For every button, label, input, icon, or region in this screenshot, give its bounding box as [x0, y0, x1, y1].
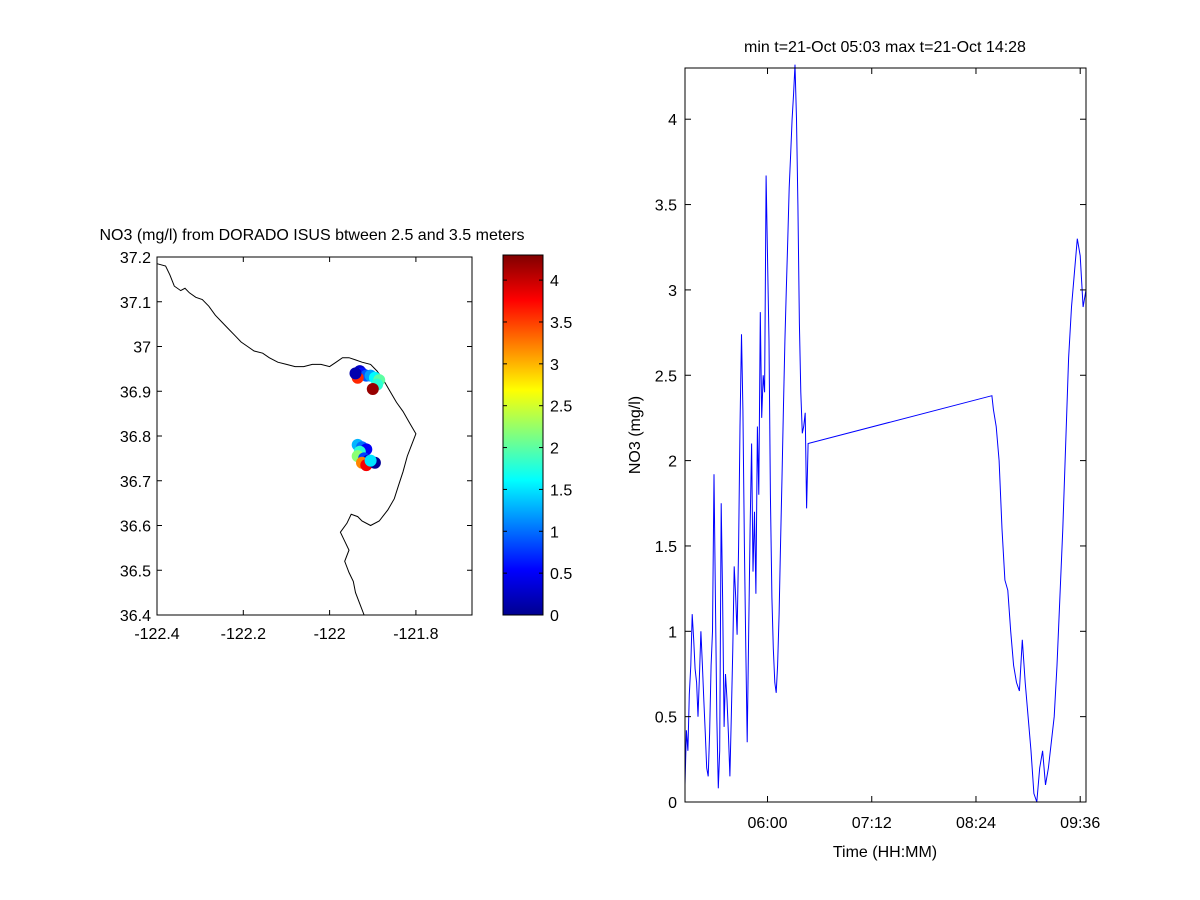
timeseries-y-tick-label: 2.5	[655, 368, 677, 385]
timeseries-y-tick-label: 1.5	[655, 539, 677, 556]
map-x-tick-label: -121.8	[393, 626, 438, 643]
colorbar-tick-label: 3	[550, 357, 559, 374]
timeseries-x-tick-label: 09:36	[1060, 815, 1100, 832]
timeseries-title: min t=21-Oct 05:03 max t=21-Oct 14:28	[744, 39, 1026, 56]
map-y-tick-label: 36.9	[120, 384, 151, 401]
map-y-tick-label: 37.2	[120, 250, 151, 267]
colorbar: 0 0.5 1 1.5 2 2.5 3 3.5 4	[502, 254, 572, 625]
colorbar-gradient	[502, 254, 544, 616]
map-point-7	[366, 383, 379, 395]
timeseries-y-tick-label: 1	[668, 624, 677, 641]
map-plot-area	[156, 263, 417, 616]
timeseries-y-tick-label: 2	[668, 454, 677, 471]
map-y-axis: 36.4 36.5 36.6 36.7 36.8 36.9 37 37.1 37.2	[120, 250, 472, 625]
colorbar-tick-label: 1.5	[550, 482, 572, 499]
timeseries-y-axis: 0 0.5 1 1.5 2 2.5 3 3.5 4	[655, 112, 1086, 812]
colorbar-tick-label: 2.5	[550, 399, 572, 416]
map-x-tick-label: -122	[314, 626, 346, 643]
colorbar-tick-label: 0	[550, 608, 559, 625]
map-point-9	[349, 367, 362, 380]
map-point-20	[364, 454, 377, 467]
colorbar-tick-label: 3.5	[550, 315, 572, 332]
map-x-tick-label: -122.2	[221, 626, 266, 643]
map-y-tick-label: 37	[133, 340, 151, 357]
timeseries-y-tick-label: 0.5	[655, 710, 677, 727]
map-x-tick-label: -122.4	[134, 626, 179, 643]
timeseries-xlabel: Time (HH:MM)	[833, 844, 937, 861]
map-y-tick-label: 36.4	[120, 608, 151, 625]
timeseries-x-tick-label: 06:00	[747, 815, 787, 832]
map-panel: NO3 (mg/l) from DORADO ISUS btween 2.5 a…	[99, 227, 524, 643]
map-y-tick-label: 36.6	[120, 519, 151, 536]
timeseries-x-tick-label: 07:12	[852, 815, 892, 832]
timeseries-x-tick-label: 08:24	[956, 815, 996, 832]
timeseries-y-tick-label: 3	[668, 283, 677, 300]
map-y-tick-label: 37.1	[120, 295, 151, 312]
timeseries-x-axis: 06:00 07:12 08:24 09:36	[747, 68, 1100, 832]
timeseries-ylabel: NO3 (mg/l)	[627, 396, 644, 474]
colorbar-tick-label: 4	[550, 273, 559, 290]
timeseries-panel: min t=21-Oct 05:03 max t=21-Oct 14:28 06…	[627, 39, 1100, 861]
colorbar-tick-label: 2	[550, 441, 559, 458]
colorbar-ticks: 0 0.5 1 1.5 2 2.5 3 3.5 4	[503, 273, 572, 625]
timeseries-y-tick-label: 4	[668, 112, 677, 129]
timeseries-plot-area	[684, 64, 1087, 803]
colorbar-tick-label: 1	[550, 524, 559, 541]
timeseries-y-tick-label: 3.5	[655, 198, 677, 215]
coastline	[156, 263, 417, 616]
map-y-tick-label: 36.7	[120, 474, 151, 491]
timeseries-axes-frame	[684, 67, 1087, 803]
map-title: NO3 (mg/l) from DORADO ISUS btween 2.5 a…	[99, 227, 524, 244]
map-y-tick-label: 36.5	[120, 563, 151, 580]
colorbar-tick-label: 0.5	[550, 566, 572, 583]
map-x-axis: -122.4 -122.2 -122 -121.8	[134, 257, 439, 643]
map-y-tick-label: 36.8	[120, 429, 151, 446]
no3-series-line	[684, 64, 1087, 803]
map-axes-frame	[156, 256, 473, 616]
timeseries-y-tick-label: 0	[668, 795, 677, 812]
